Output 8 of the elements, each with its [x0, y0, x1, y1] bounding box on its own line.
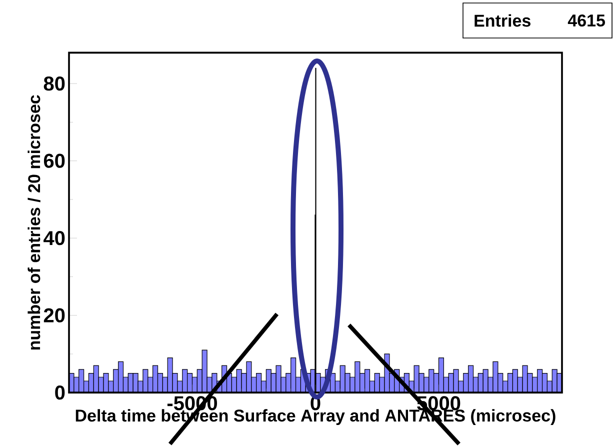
y-axis-title: number of entries / 20 microsec	[28, 95, 40, 350]
y-tick-label: 20	[44, 308, 65, 322]
text: 4615	[568, 14, 605, 27]
y-tick-label: 60	[44, 154, 65, 168]
y-tick-label: 80	[44, 76, 65, 91]
y-tick-label: 40	[44, 231, 65, 246]
text: Entries	[474, 14, 530, 27]
y-tick-label: 0	[55, 386, 65, 400]
